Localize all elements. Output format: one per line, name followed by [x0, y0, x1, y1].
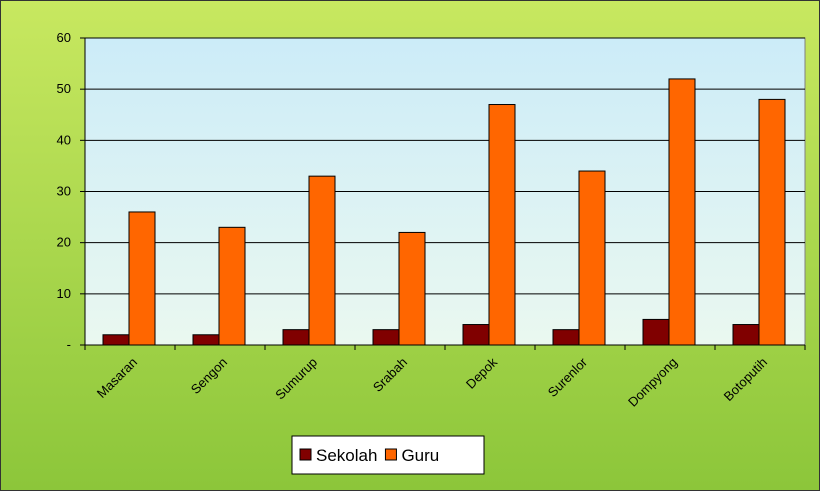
- bar: [128, 211, 156, 346]
- bar: [552, 329, 580, 346]
- bar: [372, 329, 400, 346]
- y-tick-label: 30: [57, 184, 71, 199]
- bar: [282, 329, 310, 346]
- bar: [462, 324, 490, 346]
- bar: [192, 334, 220, 346]
- y-tick-label: 60: [57, 30, 71, 45]
- legend-swatch: [299, 448, 312, 461]
- y-tick-label: 50: [57, 81, 71, 96]
- legend-label: Guru: [401, 446, 439, 465]
- bar: [758, 98, 786, 346]
- bar: [668, 78, 696, 346]
- bar: [308, 175, 336, 346]
- bar: [398, 231, 426, 346]
- legend-label: Sekolah: [316, 446, 377, 465]
- y-tick-label: 40: [57, 132, 71, 147]
- bar: [488, 104, 516, 346]
- legend-swatch: [384, 448, 397, 461]
- bar: [218, 226, 246, 346]
- bar: [732, 324, 760, 346]
- y-tick-label: 20: [57, 235, 71, 250]
- bar: [578, 170, 606, 346]
- bar: [102, 334, 130, 346]
- bar: [642, 318, 670, 346]
- y-tick-label: -: [67, 337, 71, 352]
- y-tick-label: 10: [57, 286, 71, 301]
